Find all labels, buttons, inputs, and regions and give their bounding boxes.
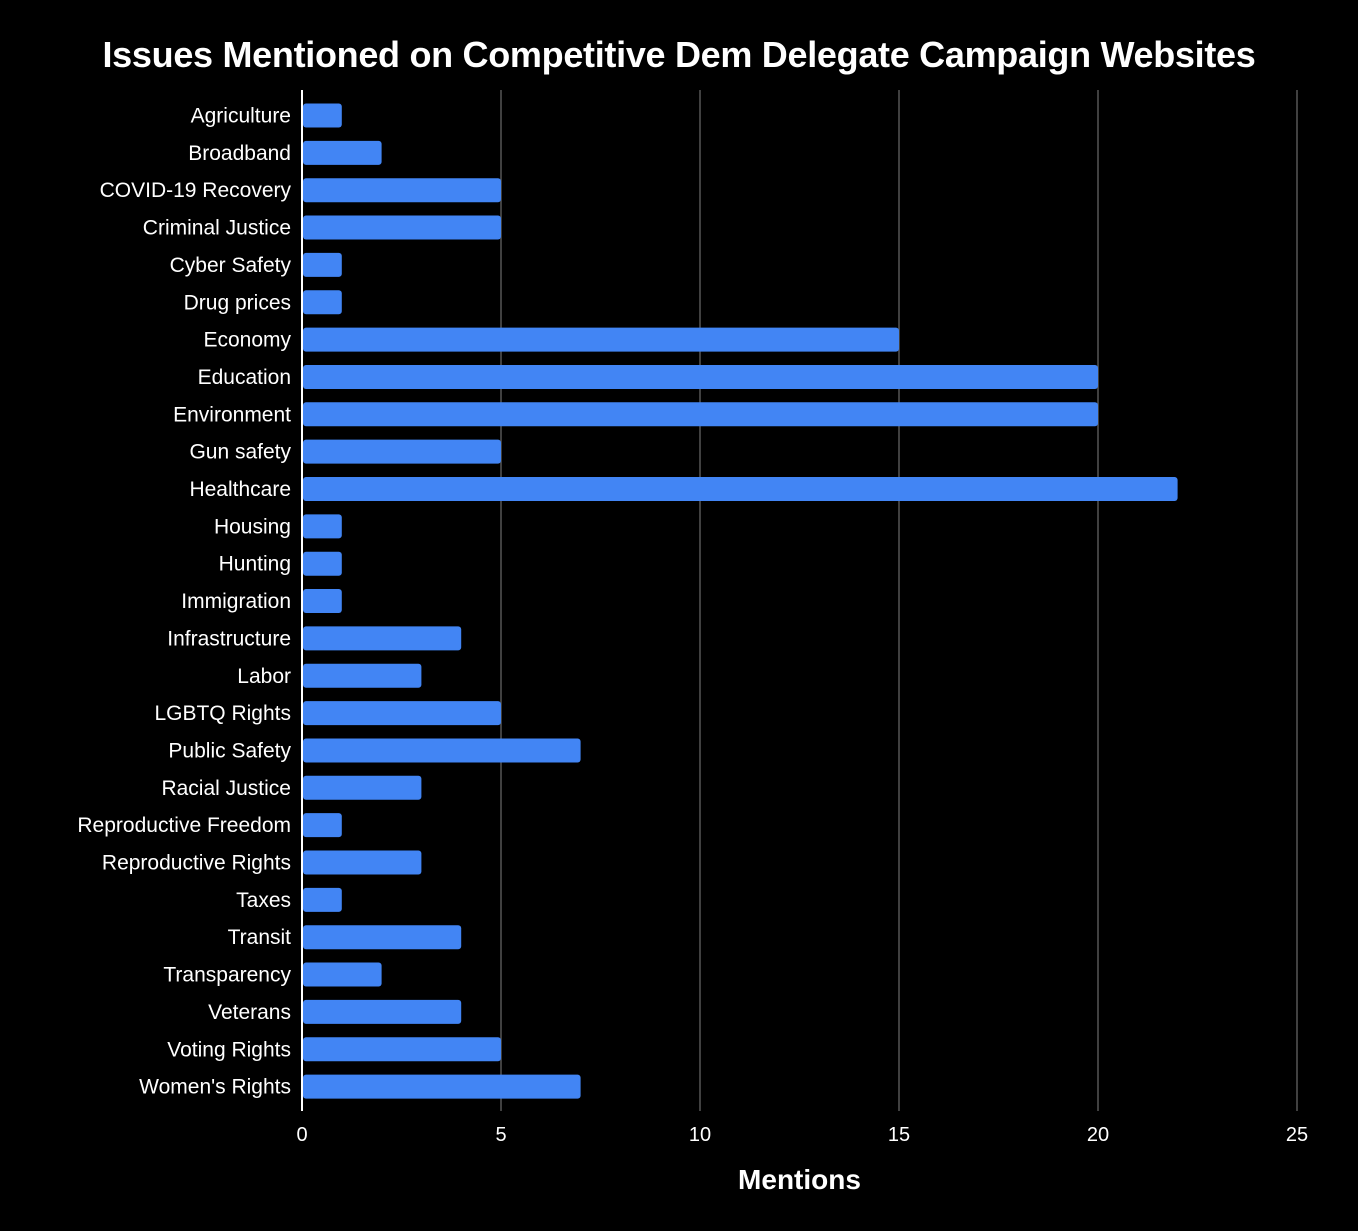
bar <box>303 775 422 800</box>
bar <box>303 850 422 875</box>
bar <box>303 962 382 987</box>
bar <box>303 738 581 763</box>
bar <box>303 663 422 688</box>
category-label: Gun safety <box>189 441 291 464</box>
category-label: Education <box>198 366 291 389</box>
bar <box>303 215 501 240</box>
x-axis-label: Mentions <box>738 1164 861 1195</box>
bar <box>303 1074 581 1099</box>
x-tick-label: 10 <box>689 1124 711 1146</box>
x-tick-label: 25 <box>1286 1124 1308 1146</box>
category-label: Criminal Justice <box>143 217 291 240</box>
bar <box>303 327 899 352</box>
category-label: Broadband <box>188 142 291 165</box>
bar <box>303 589 342 614</box>
category-label: Infrastructure <box>167 627 291 650</box>
x-tick-labels: 0 5 10 15 20 25 <box>296 1124 1308 1146</box>
bar <box>303 887 342 912</box>
bar <box>303 925 462 950</box>
category-label: Agriculture <box>191 105 291 128</box>
category-label: Housing <box>214 515 291 538</box>
bar <box>303 439 501 464</box>
category-label: Immigration <box>181 590 291 613</box>
category-label: Environment <box>173 403 291 426</box>
bar <box>303 514 342 539</box>
category-label: Transparency <box>163 964 291 987</box>
category-label: Voting Rights <box>167 1038 291 1061</box>
category-labels: Agriculture Broadband COVID-19 Recovery Cri… <box>77 105 291 1099</box>
category-label: Drug prices <box>184 291 291 314</box>
bar <box>303 813 342 838</box>
bar <box>303 477 1178 501</box>
x-tick-label: 0 <box>296 1124 307 1146</box>
bar <box>303 140 382 165</box>
bar <box>303 626 462 651</box>
category-label: Labor <box>237 665 291 688</box>
category-label: Cyber Safety <box>170 254 292 277</box>
category-label: Women's Rights <box>139 1076 291 1099</box>
category-label: Reproductive Rights <box>102 852 291 875</box>
bar <box>303 178 501 203</box>
chart-title: Issues Mentioned on Competitive Dem Dele… <box>102 34 1256 75</box>
bar <box>303 103 342 128</box>
category-label: Reproductive Freedom <box>77 814 291 837</box>
x-tick-label: 15 <box>888 1124 910 1146</box>
category-label: Public Safety <box>168 739 291 762</box>
bar <box>303 290 342 315</box>
category-label: Racial Justice <box>161 777 291 800</box>
category-label: Economy <box>203 329 291 352</box>
category-label: Transit <box>228 926 292 949</box>
category-label: COVID-19 Recovery <box>100 179 292 202</box>
bar <box>303 701 501 726</box>
category-label: Hunting <box>219 553 291 576</box>
bar <box>303 364 1098 389</box>
x-tick-label: 20 <box>1087 1124 1109 1146</box>
category-label: Taxes <box>236 889 291 912</box>
bar <box>303 402 1098 427</box>
category-label: Veterans <box>208 1001 291 1024</box>
x-tick-label: 5 <box>495 1124 506 1146</box>
bar <box>303 1037 501 1062</box>
grid-lines <box>500 90 1298 1111</box>
bar <box>303 999 462 1024</box>
bar <box>303 551 342 576</box>
category-label: LGBTQ Rights <box>154 702 291 725</box>
bars <box>303 103 1178 1099</box>
category-label: Healthcare <box>189 478 291 501</box>
bar <box>303 252 342 277</box>
